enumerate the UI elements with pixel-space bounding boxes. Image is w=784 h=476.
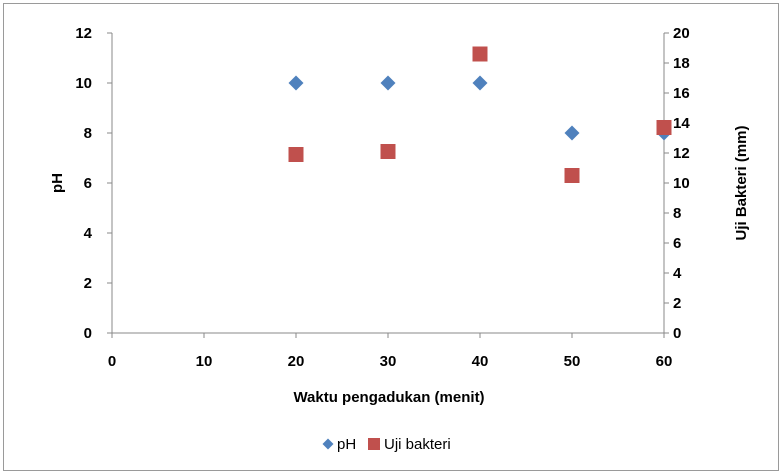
y-tick-label: 2	[84, 275, 92, 292]
y2-tick-label: 18	[673, 55, 690, 72]
uji-bakteri-point	[380, 144, 396, 159]
x-tick-label: 40	[472, 353, 489, 370]
legend-uji-bakteri-marker	[368, 438, 380, 450]
y2-tick-label: 6	[673, 235, 681, 252]
x-tick-label: 50	[564, 353, 581, 370]
y-tick-label: 4	[84, 225, 93, 242]
y-tick-label: 12	[75, 25, 92, 42]
x-tick-label: 60	[656, 353, 673, 370]
legend-uji-bakteri-label: Uji bakteri	[384, 436, 451, 453]
y2-tick-label: 10	[673, 175, 690, 192]
uji-bakteri-point	[472, 46, 488, 62]
y2-tick-label: 2	[673, 295, 681, 312]
y2-tick-label: 4	[673, 265, 682, 282]
y-tick-label: 8	[84, 125, 92, 142]
x-axis-title: Waktu pengadukan (menit)	[293, 389, 484, 406]
y-tick-label: 6	[84, 175, 92, 192]
y-tick-label: 10	[75, 75, 92, 92]
ph-point	[472, 75, 488, 91]
ph-point	[380, 75, 396, 91]
axes	[107, 32, 669, 338]
ph-point	[288, 75, 304, 91]
x-tick-label: 0	[108, 353, 116, 370]
data-points	[288, 46, 672, 183]
y2-axis-title: Uji Bakteri (mm)	[733, 125, 750, 240]
uji-bakteri-point	[288, 147, 304, 162]
x-tick-label: 30	[380, 353, 397, 370]
y2-tick-label: 16	[673, 85, 690, 102]
ph-point	[564, 125, 580, 141]
y2-tick-label: 14	[673, 115, 690, 132]
y2-tick-label: 0	[673, 325, 681, 342]
uji-bakteri-point	[564, 168, 580, 183]
x-tick-label: 20	[288, 353, 305, 370]
y2-tick-label: 8	[673, 205, 681, 222]
y-tick-label: 0	[84, 325, 92, 342]
y-axis-title: pH	[49, 173, 66, 193]
uji-bakteri-point	[656, 120, 672, 135]
legend-ph-marker	[322, 438, 334, 450]
x-tick-label: 10	[196, 353, 213, 370]
legend: pH Uji bakteri	[322, 436, 451, 453]
legend-ph-label: pH	[337, 436, 356, 453]
y2-tick-label: 12	[673, 145, 690, 162]
y2-tick-label: 20	[673, 25, 690, 42]
